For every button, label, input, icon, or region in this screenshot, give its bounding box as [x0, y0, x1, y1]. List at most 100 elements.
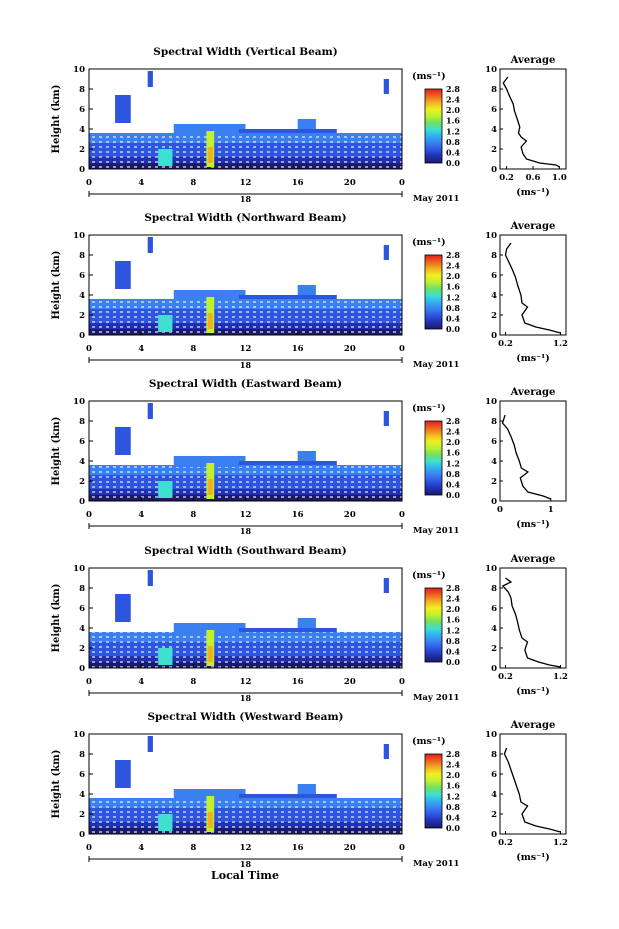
colorbar-tick-label: 2.4 — [446, 427, 460, 437]
heatmap-patch-c — [238, 794, 337, 798]
heatmap-patch-d — [147, 71, 153, 87]
y-tick-label: 0 — [79, 830, 85, 840]
y-tick-label: 8 — [79, 85, 85, 95]
average-title: Average — [510, 221, 556, 232]
x-tick-label: 8 — [190, 677, 196, 687]
x-tick-label: 4 — [138, 677, 144, 687]
colorbar-tick-label: 0.0 — [446, 657, 460, 667]
x-tick-label: 20 — [344, 510, 356, 520]
average-y-tick-label: 6 — [491, 770, 497, 780]
x-tick-label: 12 — [240, 344, 252, 354]
colorbar-tick-label: 0.8 — [446, 469, 460, 479]
heatmap-texture — [89, 798, 402, 834]
x-tick-label: 0 — [399, 843, 405, 853]
average-y-tick-label: 4 — [491, 291, 497, 301]
y-axis-label: Height (km) — [51, 251, 62, 320]
heatmap-field — [89, 237, 402, 335]
x-tick-label: 8 — [190, 178, 196, 188]
colorbar-tick-label: 0.4 — [446, 479, 460, 489]
heatmap-plume-base — [173, 124, 246, 135]
average-title: Average — [510, 720, 556, 731]
average-x-tick-label: 0.6 — [526, 173, 541, 183]
panel-4: Spectral Width (Southward Beam) 0 2 4 6 8 10 He… — [51, 545, 568, 703]
y-tick-label: 2 — [79, 477, 85, 487]
x-tick-label: 12 — [240, 843, 252, 853]
heatmap-core-peak — [207, 313, 213, 329]
x-tick-label: 4 — [138, 178, 144, 188]
average-title: Average — [510, 55, 556, 66]
colorbar-tick-label: 1.6 — [446, 282, 460, 292]
heatmap-patch-a — [115, 95, 131, 123]
date-label: May 2011 — [413, 360, 460, 370]
average-y-tick-label: 10 — [485, 231, 497, 241]
y-tick-label: 0 — [79, 331, 85, 341]
x-tick-label: 0 — [399, 510, 405, 520]
x-tick-label: 0 — [86, 510, 92, 520]
colorbar — [424, 88, 443, 164]
y-tick-label: 0 — [79, 664, 85, 674]
average-x-tick-label: 1.2 — [553, 838, 568, 848]
x-tick-label: 4 — [138, 843, 144, 853]
date-label: May 2011 — [413, 526, 460, 536]
x-tick-label: 12 — [240, 510, 252, 520]
average-x-label: (ms⁻¹) — [516, 852, 550, 863]
average-y-tick-label: 2 — [491, 810, 497, 820]
x-tick-label: 0 — [399, 677, 405, 687]
heatmap-field — [89, 570, 402, 668]
y-tick-label: 4 — [79, 790, 85, 800]
average-y-tick-label: 0 — [491, 331, 497, 341]
colorbar-tick-label: 2.4 — [446, 760, 460, 770]
panel-5: Spectral Width (Westward Beam) 0 2 4 6 8 10 Hei… — [51, 711, 568, 869]
average-x-tick-label: 1.2 — [553, 672, 568, 682]
average-x-tick-label: 0.2 — [498, 339, 513, 349]
average-y-tick-label: 10 — [485, 65, 497, 75]
heatmap-patch-a — [115, 261, 131, 289]
average-x-label: (ms⁻¹) — [516, 519, 550, 530]
y-tick-label: 10 — [73, 730, 85, 740]
date-day-label: 18 — [240, 194, 252, 204]
average-frame — [499, 567, 567, 669]
average-y-tick-label: 6 — [491, 271, 497, 281]
colorbar-tick-label: 2.8 — [446, 84, 460, 94]
y-tick-label: 4 — [79, 624, 85, 634]
colorbar-tick-label: 2.8 — [446, 749, 460, 759]
colorbar — [424, 420, 443, 496]
x-tick-label: 0 — [399, 178, 405, 188]
average-x-label: (ms⁻¹) — [516, 353, 550, 364]
colorbar-unit: (ms⁻¹) — [412, 237, 446, 248]
colorbar-tick-label: 1.6 — [446, 615, 460, 625]
colorbar-tick-label: 2.0 — [446, 105, 460, 115]
colorbar-tick-label: 2.0 — [446, 437, 460, 447]
average-title: Average — [510, 387, 556, 398]
y-axis-label: Height (km) — [51, 417, 62, 486]
x-tick-label: 4 — [138, 510, 144, 520]
panel-title: Spectral Width (Eastward Beam) — [149, 378, 342, 390]
colorbar-unit: (ms⁻¹) — [412, 71, 446, 82]
average-profile-line — [503, 747, 561, 833]
y-axis-label: Height (km) — [51, 750, 62, 819]
y-tick-label: 2 — [79, 145, 85, 155]
y-tick-label: 6 — [79, 437, 85, 447]
x-tick-label: 16 — [292, 510, 304, 520]
y-tick-label: 6 — [79, 271, 85, 281]
average-y-tick-label: 4 — [491, 125, 497, 135]
heatmap-patch-e — [383, 744, 389, 759]
y-tick-label: 8 — [79, 750, 85, 760]
colorbar-tick-label: 0.0 — [446, 823, 460, 833]
date-label: May 2011 — [413, 194, 460, 204]
heatmap-core-left — [158, 814, 173, 831]
average-y-tick-label: 8 — [491, 417, 497, 427]
colorbar-tick-label: 0.4 — [446, 646, 460, 656]
average-x-tick-label: 0.2 — [498, 838, 513, 848]
heatmap-plume-base — [173, 623, 246, 634]
average-x-tick-label: 0.2 — [499, 173, 514, 183]
heatmap-plume-base — [173, 789, 246, 800]
colorbar-tick-label: 1.6 — [446, 448, 460, 458]
average-y-tick-label: 2 — [491, 644, 497, 654]
average-title: Average — [510, 554, 556, 565]
y-tick-label: 4 — [79, 125, 85, 135]
colorbar-tick-label: 0.8 — [446, 636, 460, 646]
x-tick-label: 0 — [86, 843, 92, 853]
average-y-tick-label: 2 — [491, 145, 497, 155]
average-y-tick-label: 4 — [491, 624, 497, 634]
